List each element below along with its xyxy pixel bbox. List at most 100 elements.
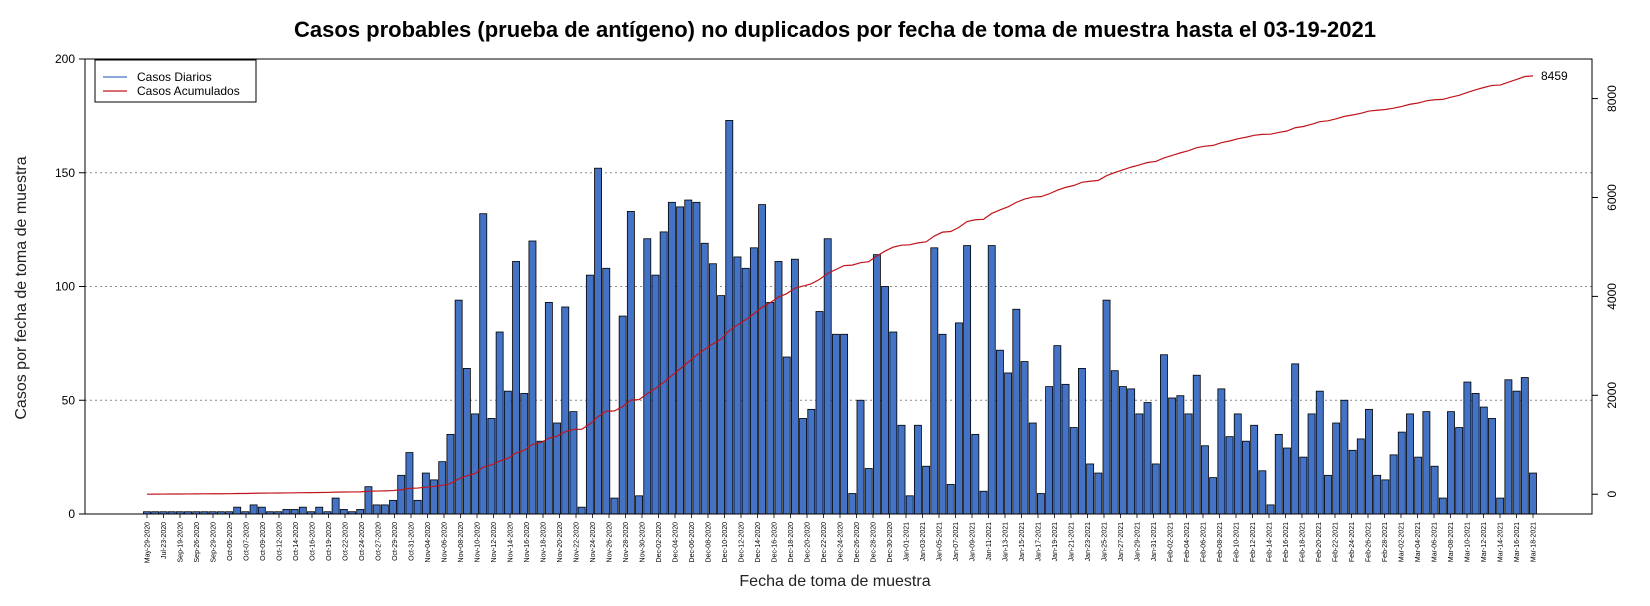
bar-163: [1479, 406, 1488, 515]
x-tick-label: Dec-18-2020: [788, 522, 795, 563]
x-tick-label: Feb-20-2021: [1316, 522, 1323, 562]
x-tick-label: Dec-20-2020: [805, 522, 812, 563]
bar-89: [872, 254, 881, 515]
bar-29: [380, 504, 389, 515]
y-left-tick-label: 150: [55, 166, 75, 180]
y-axis-left: 0 50 100 150 200: [55, 52, 85, 521]
bar-135: [1250, 424, 1259, 515]
bar-46: [520, 393, 529, 515]
bar-106: [1012, 308, 1021, 515]
x-tick-label: Oct-27-2020: [376, 522, 383, 561]
x-tick-label: Jan-21-2021: [1069, 522, 1076, 561]
bar-95: [922, 465, 931, 515]
x-tick-label: Oct-09-2020: [260, 522, 267, 561]
bar-165: [1496, 497, 1505, 515]
x-tick-label: Mar-10-2021: [1465, 522, 1472, 562]
bar-114: [1078, 367, 1086, 515]
bar-81: [807, 408, 816, 515]
bar-121: [1135, 413, 1144, 515]
bar-57: [610, 497, 619, 515]
x-tick-label: Oct-31-2020: [409, 522, 416, 561]
bar-169: [1529, 472, 1537, 515]
x-tick-label: Feb-16-2021: [1283, 522, 1290, 562]
bar-147: [1348, 449, 1357, 515]
bar-58: [618, 315, 627, 515]
x-tick-label: Feb-26-2021: [1366, 522, 1373, 562]
x-tick-label: Feb-04-2021: [1184, 522, 1191, 562]
bar-157: [1430, 465, 1439, 515]
chart-title: Casos probables (prueba de antígeno) no …: [294, 17, 1376, 42]
x-tick-label: Sep-19-2020: [178, 522, 185, 563]
x-tick-label: Mar-12-2021: [1481, 522, 1488, 562]
bar-152: [1389, 454, 1398, 515]
x-tick-label: Nov-06-2020: [442, 522, 449, 563]
bar-55: [594, 167, 602, 515]
bar-119: [1119, 386, 1127, 515]
bar-109: [1037, 493, 1045, 515]
bar-76: [766, 302, 775, 515]
bar-112: [1061, 383, 1070, 515]
bar-149: [1365, 408, 1373, 515]
bar-99: [954, 322, 963, 515]
bar-154: [1406, 413, 1414, 515]
bar-45: [512, 261, 520, 515]
bar-79: [790, 258, 799, 515]
bar-44: [503, 390, 512, 515]
bar-74: [749, 247, 758, 515]
x-tick-label: Feb-12-2021: [1250, 522, 1257, 562]
bar-128: [1192, 374, 1201, 515]
y-left-tick-label: 50: [62, 393, 76, 407]
x-tick-label: Dec-22-2020: [821, 522, 828, 563]
bar-21: [315, 506, 324, 515]
x-axis: May-29-2020 Jul-23-2020 Sep-19-2020 Sep-26-…: [145, 513, 1538, 563]
bar-167: [1512, 390, 1521, 515]
x-tick-label: Dec-24-2020: [838, 522, 845, 563]
x-tick-label: Nov-20-2020: [557, 522, 564, 563]
y-left-tick-label: 0: [68, 507, 75, 521]
bar-11: [233, 506, 242, 515]
bar-84: [831, 333, 840, 515]
bar-75: [758, 204, 767, 515]
x-tick-label: Nov-24-2020: [590, 522, 597, 563]
bar-82: [815, 311, 824, 515]
x-tick-label: May-29-2020: [145, 522, 152, 563]
bar-19: [298, 506, 307, 515]
bar-87: [856, 399, 865, 515]
x-tick-label: Dec-08-2020: [706, 522, 713, 563]
y-right-tick-label: 6000: [1605, 184, 1619, 211]
bar-162: [1471, 393, 1480, 515]
bar-105: [1004, 372, 1013, 515]
bar-38: [454, 299, 463, 515]
cumulative-line: [146, 75, 1534, 495]
bar-32: [405, 452, 414, 515]
bar-91: [889, 331, 898, 515]
bar-33: [413, 499, 422, 515]
bar-61: [643, 238, 652, 515]
x-tick-label: Feb-08-2021: [1217, 522, 1224, 562]
x-tick-label: Jan-15-2021: [1019, 522, 1026, 561]
x-tick-label: Jan-11-2021: [986, 522, 993, 561]
x-tick-label: Jan-09-2021: [970, 522, 977, 561]
x-tick-label: Oct-16-2020: [310, 522, 317, 561]
x-tick-label: Nov-12-2020: [491, 522, 498, 563]
bar-134: [1242, 440, 1250, 515]
bar-83: [823, 238, 832, 515]
bar-65: [676, 206, 684, 515]
bar-92: [897, 424, 906, 515]
bar-93: [905, 495, 914, 515]
x-tick-label: Dec-02-2020: [656, 522, 663, 563]
bar-102: [979, 490, 988, 515]
bar-30: [389, 499, 397, 515]
x-tick-label: Jul-23-2020: [161, 522, 168, 559]
x-tick-label: Oct-19-2020: [326, 522, 333, 561]
bar-103: [987, 245, 996, 515]
bar-98: [946, 484, 955, 515]
x-tick-label: Dec-26-2020: [854, 522, 861, 563]
x-tick-label: Feb-22-2021: [1333, 522, 1340, 562]
legend-box: [94, 59, 257, 103]
legend-cumulative-label: Casos Acumulados: [137, 84, 240, 98]
bar-31: [397, 474, 406, 515]
bar-70: [717, 295, 726, 515]
x-tick-label: Mar-08-2021: [1448, 522, 1455, 562]
